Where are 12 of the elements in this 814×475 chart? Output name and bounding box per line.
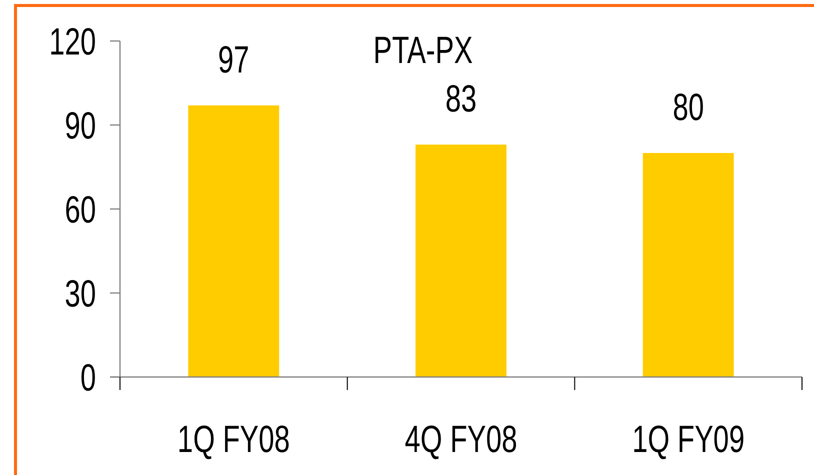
x-tick-label: 1Q FY09 <box>632 419 745 462</box>
y-tick-label: 60 <box>64 189 96 232</box>
data-label: 97 <box>218 39 250 82</box>
x-tick-label: 1Q FY08 <box>177 419 290 462</box>
data-label: 83 <box>445 78 477 121</box>
chart-title: PTA-PX <box>373 30 473 72</box>
x-tick-label: 4Q FY08 <box>404 419 518 462</box>
y-tick-label: 30 <box>64 273 96 316</box>
y-tick-label: 0 <box>80 357 96 400</box>
y-tick-label: 120 <box>49 21 96 64</box>
data-label: 80 <box>672 87 704 130</box>
y-tick-label: 90 <box>64 105 96 148</box>
